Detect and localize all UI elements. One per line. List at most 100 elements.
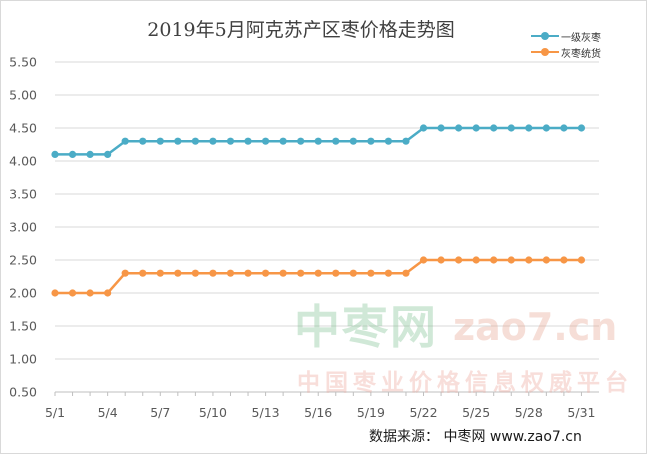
data-point	[349, 269, 357, 277]
data-point	[156, 137, 164, 145]
series-lines	[51, 124, 586, 297]
data-point	[525, 256, 533, 264]
series-1	[51, 124, 586, 158]
data-point	[472, 124, 480, 132]
data-point	[226, 137, 235, 145]
data-point	[191, 137, 199, 145]
data-point	[384, 269, 393, 277]
x-tick-label: 5/22	[409, 405, 437, 420]
watermark-logo: 中枣网	[294, 300, 438, 354]
data-point	[174, 137, 182, 145]
data-point	[174, 269, 182, 277]
data-point	[560, 124, 568, 132]
data-point	[314, 269, 322, 277]
y-tick-label: 0.50	[9, 385, 37, 400]
data-point	[507, 256, 515, 264]
data-point	[577, 124, 586, 132]
x-tick-label: 5/10	[199, 405, 227, 420]
data-point	[139, 269, 147, 277]
data-point	[419, 124, 428, 132]
data-point	[437, 124, 445, 132]
x-tick-label: 5/25	[462, 405, 490, 420]
data-point	[490, 256, 498, 264]
data-point	[226, 269, 235, 277]
data-point	[104, 150, 112, 158]
data-point	[507, 124, 515, 132]
data-point	[367, 269, 375, 277]
data-point	[384, 137, 393, 145]
data-point	[490, 124, 498, 132]
y-tick-label: 1.00	[9, 352, 37, 367]
axes: 0.50 1.00 1.50 2.00 2.50 3.00 3.50 4.00 4.50 5.00…	[9, 55, 599, 420]
data-point	[332, 269, 340, 277]
data-point	[244, 269, 252, 277]
data-point	[525, 124, 533, 132]
legend-swatch-grade1	[531, 31, 559, 41]
data-source-note: 数据来源： 中枣网 www.zao7.cn	[369, 429, 582, 445]
data-point	[279, 269, 287, 277]
x-tick-label: 5/7	[150, 405, 170, 420]
data-point	[244, 137, 252, 145]
data-point	[577, 256, 586, 264]
x-tick-label: 5/4	[98, 405, 118, 420]
data-point	[209, 137, 217, 145]
data-point	[279, 137, 287, 145]
data-point	[437, 256, 445, 264]
data-point	[86, 289, 94, 297]
data-point	[261, 137, 270, 145]
x-tick-label: 5/28	[515, 405, 543, 420]
data-point	[51, 150, 59, 158]
data-point	[560, 256, 568, 264]
data-point	[472, 256, 480, 264]
data-point	[68, 150, 77, 158]
data-point	[191, 269, 199, 277]
y-tick-label: 4.50	[9, 121, 37, 136]
legend-item-general: 灰枣统货	[531, 44, 601, 60]
data-point	[542, 124, 550, 132]
series-2	[51, 256, 586, 297]
data-point	[86, 150, 94, 158]
chart-title: 2019年5月阿克苏产区枣价格走势图	[147, 19, 455, 41]
data-point	[367, 137, 375, 145]
legend-label-general: 灰枣统货	[561, 48, 601, 60]
data-point	[455, 256, 463, 264]
data-point	[349, 137, 357, 145]
x-tick-label: 5/13	[252, 405, 280, 420]
y-tick-label: 5.00	[9, 88, 37, 103]
data-point	[139, 137, 147, 145]
data-point	[156, 269, 164, 277]
data-point	[402, 269, 410, 277]
x-tick-label: 5/31	[567, 405, 595, 420]
x-tick-label: 5/16	[304, 405, 332, 420]
y-tick-label: 4.00	[9, 154, 37, 169]
data-point	[419, 256, 428, 264]
data-point	[121, 137, 129, 145]
legend-label-grade1: 一级灰枣	[561, 32, 601, 44]
legend-item-grade1: 一级灰枣	[531, 28, 601, 44]
data-point	[261, 269, 270, 277]
data-point	[402, 137, 410, 145]
data-point	[51, 289, 59, 297]
data-point	[542, 256, 550, 264]
watermark-slogan: 中国枣业价格信息权威平台	[297, 370, 633, 396]
chart-legend: 一级灰枣 灰枣统货	[531, 28, 601, 60]
data-point	[332, 137, 340, 145]
data-point	[455, 124, 463, 132]
legend-swatch-general	[531, 47, 559, 57]
data-point	[297, 137, 305, 145]
y-tick-label: 1.50	[9, 319, 37, 334]
data-point	[314, 137, 322, 145]
data-point	[68, 289, 77, 297]
y-tick-label: 3.00	[9, 220, 37, 235]
x-tick-label: 5/1	[45, 405, 65, 420]
y-tick-label: 2.00	[9, 286, 37, 301]
y-tick-label: 5.50	[9, 55, 37, 70]
data-point	[121, 269, 129, 277]
data-point	[104, 289, 112, 297]
data-point	[209, 269, 217, 277]
data-point	[297, 269, 305, 277]
watermark-domain: zao7.cn	[453, 305, 618, 349]
y-tick-label: 2.50	[9, 253, 37, 268]
